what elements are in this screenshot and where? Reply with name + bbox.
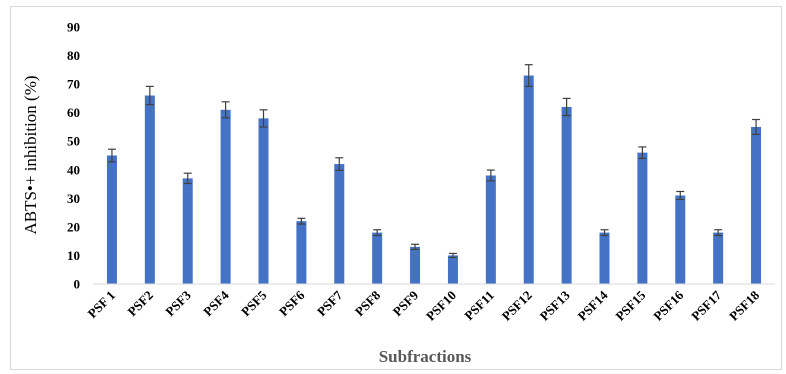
y-tick-label: 30 xyxy=(67,191,80,206)
x-axis: PSF 1 PSF2 PSF3 PSF4 PSF5 PSF6 PSF7 PSF8 PSF9 PSF… xyxy=(85,283,775,324)
bar xyxy=(372,232,383,284)
bar xyxy=(182,178,193,284)
error-bar xyxy=(524,64,533,87)
y-tick-label: 20 xyxy=(67,219,80,234)
bar xyxy=(561,106,572,284)
error-bars xyxy=(107,64,761,259)
bar xyxy=(220,109,231,284)
error-bar xyxy=(562,97,571,117)
y-tick-label: 80 xyxy=(67,48,80,63)
error-bar xyxy=(600,229,609,237)
bar-series xyxy=(106,75,762,285)
error-bar xyxy=(411,243,420,251)
y-tick-label: 40 xyxy=(67,162,80,177)
error-bar xyxy=(676,190,685,201)
bar xyxy=(334,164,345,284)
bar xyxy=(523,75,534,285)
x-tick-label: PSF13 xyxy=(537,287,573,323)
x-tick-label: PSF12 xyxy=(499,288,535,324)
x-tick-label: PSF10 xyxy=(423,288,459,324)
bar xyxy=(675,195,686,284)
x-tick-label: PSF 1 xyxy=(85,288,119,322)
y-tick-label: 70 xyxy=(67,77,80,92)
error-bar xyxy=(752,118,761,135)
bar xyxy=(410,246,421,284)
x-tick-label: PSF15 xyxy=(612,287,648,323)
x-axis-title: Subfractions xyxy=(379,347,472,366)
x-tick-label: PSF7 xyxy=(314,287,346,319)
error-bar xyxy=(486,169,495,182)
error-bar xyxy=(638,146,647,159)
x-tick-label: PSF14 xyxy=(574,287,610,323)
bar xyxy=(599,232,610,284)
bar xyxy=(485,175,496,284)
x-tick-label: PSF4 xyxy=(200,287,232,319)
bar xyxy=(637,152,648,284)
error-bar xyxy=(448,252,457,259)
error-bar xyxy=(335,157,344,171)
x-tick-label: PSF18 xyxy=(726,287,762,323)
chart-frame xyxy=(10,6,782,370)
x-tick-label: PSF3 xyxy=(162,287,194,319)
y-axis: 0 10 20 30 40 50 60 70 80 90 xyxy=(67,20,80,292)
bar xyxy=(258,118,269,284)
error-bar xyxy=(145,85,154,106)
error-bar xyxy=(373,229,382,237)
x-tick-label: PSF5 xyxy=(238,287,270,319)
bar xyxy=(713,232,724,284)
bar xyxy=(144,95,155,285)
bar xyxy=(447,255,458,284)
error-bar xyxy=(107,148,116,163)
error-bar xyxy=(297,217,306,225)
bar xyxy=(106,155,117,284)
x-tick-label: PSF9 xyxy=(390,287,422,319)
x-tick-label: PSF6 xyxy=(276,287,308,319)
error-bar xyxy=(714,229,723,237)
y-tick-label: 10 xyxy=(67,248,80,263)
x-tick-label: PSF16 xyxy=(650,287,686,323)
x-tick-label: PSF8 xyxy=(352,287,384,319)
bar xyxy=(751,126,762,284)
y-tick-label: 0 xyxy=(74,277,81,292)
y-tick-label: 50 xyxy=(67,134,80,149)
error-bar xyxy=(183,172,192,185)
y-tick-label: 60 xyxy=(67,105,80,120)
error-bar xyxy=(259,109,268,128)
x-tick-label: PSF2 xyxy=(124,288,156,320)
y-axis-title: ABTS•+ inhibition (%) xyxy=(21,75,40,234)
x-tick-label: PSF11 xyxy=(461,288,497,324)
x-tick-label: PSF17 xyxy=(688,287,724,323)
y-tick-label: 90 xyxy=(67,20,80,35)
error-bar xyxy=(221,101,230,119)
bar xyxy=(296,221,307,284)
